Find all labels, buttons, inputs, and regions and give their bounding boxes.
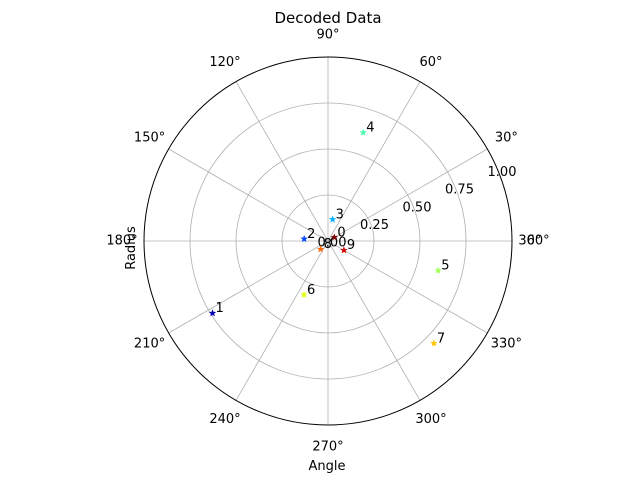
radius-tick-label: 1.00: [488, 165, 517, 180]
data-point: [434, 266, 442, 274]
polar-spine: [143, 56, 513, 426]
theta-tick-label: 90°: [316, 28, 339, 43]
theta-tick-label: 120°: [209, 55, 240, 70]
data-point-label: 4: [366, 121, 374, 136]
data-point: [359, 128, 367, 136]
point-layer: 0 1 2 3 4 5 6 7 8 9: [208, 121, 449, 347]
data-point: [330, 233, 339, 241]
theta-tick-label: 270°: [312, 440, 343, 455]
x-axis-label: Angle: [309, 459, 346, 474]
theta-tick-label: 360°: [518, 234, 549, 249]
theta-tick-label: 180°: [106, 234, 137, 249]
angular-gridline: [327, 240, 488, 334]
theta-tick-label: 330°: [491, 337, 522, 352]
chart-title: Decoded Data: [274, 9, 381, 27]
theta-tick-label: 150°: [134, 131, 165, 146]
angular-gridline: [327, 240, 421, 401]
angular-gridline: [168, 148, 329, 242]
theta-tick-label: 300°: [415, 412, 446, 427]
data-point: [208, 309, 217, 317]
data-point-label: 9: [347, 238, 355, 253]
radius-tick-label: 0.25: [360, 218, 389, 233]
theta-tick-label: 30°: [495, 131, 518, 146]
angular-gridline: [327, 148, 488, 242]
data-point: [316, 245, 325, 253]
data-point-label: 3: [336, 207, 344, 222]
tick-layer: 0° 30° 60° 90° 120° 150° 180° 210° 240° 270° 300° 3…: [106, 28, 549, 455]
data-point-label: 5: [441, 259, 449, 274]
angular-gridline: [168, 240, 329, 334]
angular-gridline: [235, 81, 329, 242]
data-point: [328, 215, 337, 223]
data-point-label: 0: [337, 225, 345, 240]
theta-tick-label: 210°: [134, 337, 165, 352]
radius-tick-label: 0.75: [445, 183, 474, 198]
radius-tick-label: 0.00: [318, 236, 347, 251]
data-point: [430, 339, 438, 347]
data-point-label: 8: [324, 237, 332, 252]
data-point-label: 2: [307, 227, 315, 242]
data-point-label: 1: [216, 301, 224, 316]
theta-tick-label: 0°: [527, 234, 542, 249]
data-point: [300, 290, 308, 298]
theta-tick-label: 60°: [419, 55, 442, 70]
data-point: [340, 246, 348, 254]
data-point-label: 6: [307, 283, 315, 298]
angular-gridline: [235, 240, 329, 401]
theta-tick-label: 240°: [209, 412, 240, 427]
data-point: [300, 235, 308, 243]
angular-gridline: [327, 81, 421, 242]
data-point-label: 7: [437, 331, 445, 346]
grid-layer: [143, 56, 513, 426]
y-axis-label: Radius: [124, 226, 139, 270]
radius-tick-label: 0.50: [403, 200, 432, 215]
